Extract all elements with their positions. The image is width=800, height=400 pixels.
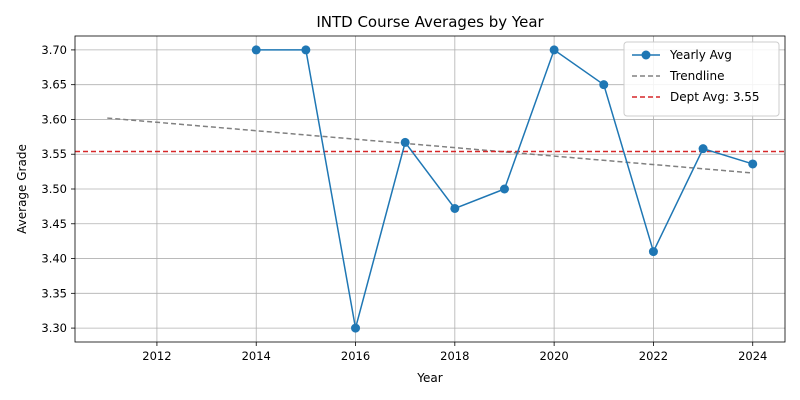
y-tick-label: 3.65: [41, 78, 67, 92]
x-tick-label: 2014: [242, 349, 271, 363]
yearly-avg-point: [698, 144, 708, 154]
yearly-avg-point: [648, 247, 658, 257]
legend-box: [623, 41, 780, 117]
x-tick-label: 2020: [539, 349, 568, 363]
series-layer: [75, 45, 785, 333]
yearly-avg-point: [351, 323, 361, 333]
y-axis-label: Average Grade: [15, 144, 29, 234]
y-tick-label: 3.35: [41, 286, 67, 300]
legend-label-dept-avg: Dept Avg: 3.55: [670, 90, 760, 104]
chart-title: INTD Course Averages by Year: [316, 13, 544, 31]
x-tick-label: 2018: [440, 349, 469, 363]
yearly-avg-point: [499, 184, 509, 194]
yearly-avg-point: [748, 159, 758, 169]
x-tick-label: 2022: [639, 349, 668, 363]
yearly-avg-point: [549, 45, 559, 55]
x-tick-label: 2024: [738, 349, 767, 363]
yearly-avg-point: [251, 45, 261, 55]
yearly-avg-point: [301, 45, 311, 55]
yearly-avg-point: [599, 80, 609, 90]
y-tick-label: 3.70: [41, 43, 67, 57]
y-tick-label: 3.45: [41, 217, 67, 231]
legend-label-yearly-avg: Yearly Avg: [669, 48, 732, 62]
y-tick-label: 3.55: [41, 147, 67, 161]
y-axis: 3.30 3.35 3.40 3.45 3.50 3.55 3.60 3.65 3.70: [41, 43, 75, 335]
x-tick-label: 2012: [142, 349, 171, 363]
y-tick-label: 3.30: [41, 321, 67, 335]
y-tick-label: 3.60: [41, 112, 67, 126]
y-tick-label: 3.50: [41, 182, 67, 196]
x-tick-label: 2016: [341, 349, 370, 363]
y-tick-label: 3.40: [41, 252, 67, 266]
legend-label-trendline: Trendline: [669, 69, 725, 83]
trendline: [107, 117, 753, 174]
x-axis-label: Year: [416, 371, 442, 385]
yearly-avg-point: [450, 203, 460, 213]
legend: Yearly Avg Trendline Dept Avg: 3.55: [623, 41, 780, 117]
legend-marker-yearly-avg: [641, 50, 651, 60]
x-axis: 2012 2014 2016 2018 2020 2022 2024: [142, 342, 767, 363]
yearly-avg-point: [400, 137, 410, 147]
